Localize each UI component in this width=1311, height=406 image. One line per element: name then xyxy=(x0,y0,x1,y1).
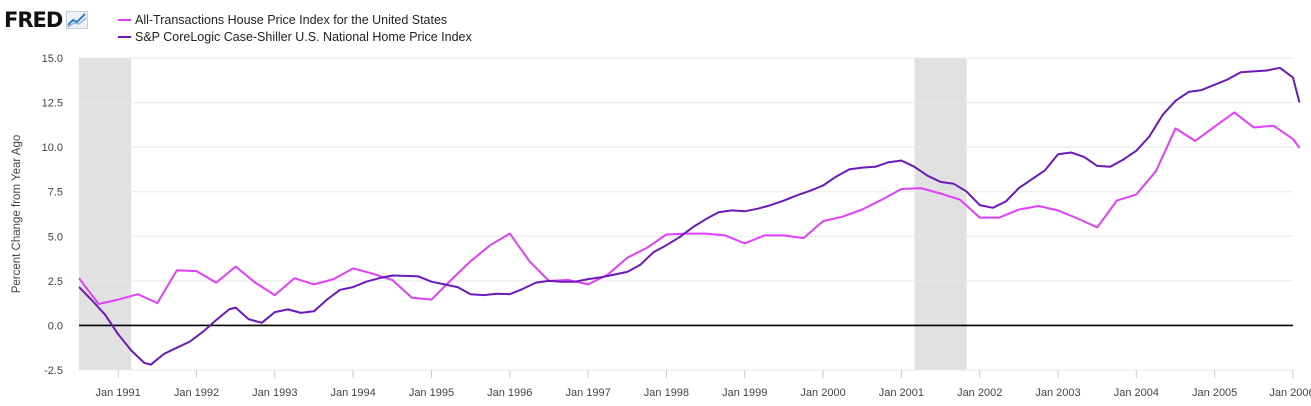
fred-logo[interactable]: FRED xyxy=(4,8,89,32)
y-tick-label: 10.0 xyxy=(42,142,63,154)
x-tick-label: Jan 1992 xyxy=(174,387,219,399)
x-tick-label: Jan 2005 xyxy=(1192,387,1237,399)
x-tick-label: Jan 2001 xyxy=(879,387,924,399)
legend-swatch-series-1 xyxy=(118,18,131,21)
x-tick-label: Jan 1996 xyxy=(487,387,532,399)
y-tick-label: -2.5 xyxy=(44,365,63,377)
y-tick-label: 12.5 xyxy=(42,98,63,110)
recession-bands xyxy=(79,58,967,370)
y-axis-label: Percent Change from Year Ago xyxy=(11,135,23,294)
x-tick-label: Jan 1991 xyxy=(96,387,141,399)
series-line-1[interactable] xyxy=(78,111,1301,305)
x-tick-label: Jan 2004 xyxy=(1114,387,1159,399)
y-tick-label: 2.5 xyxy=(48,276,63,288)
y-tick-label: 5.0 xyxy=(48,231,63,243)
legend-swatch-series-2 xyxy=(118,35,131,38)
recession-band xyxy=(79,58,132,370)
series-line-2[interactable] xyxy=(78,66,1301,366)
line-chart-icon xyxy=(66,11,89,29)
x-tick-label: Jan 1997 xyxy=(565,387,610,399)
x-tick-label: Jan 2006 xyxy=(1269,387,1311,399)
x-tick-label: Jan 2002 xyxy=(957,387,1002,399)
chart-header: FRED All-Transactions House Price Index … xyxy=(0,0,1311,46)
legend-label-series-2: S&P CoreLogic Case-Shiller U.S. National… xyxy=(135,29,472,44)
x-tick-label: Jan 1993 xyxy=(252,387,297,399)
x-tick-label: Jan 1995 xyxy=(409,387,454,399)
recession-band xyxy=(914,58,967,370)
gridlines xyxy=(79,57,1293,371)
x-tick-label: Jan 1998 xyxy=(644,387,689,399)
x-tick-label: Jan 1999 xyxy=(722,387,767,399)
x-tick-label: Jan 2003 xyxy=(1035,387,1080,399)
legend-item-series-2[interactable]: S&P CoreLogic Case-Shiller U.S. National… xyxy=(118,28,472,45)
y-tick-label: 15.0 xyxy=(42,53,63,65)
x-tick-label: Jan 2000 xyxy=(800,387,845,399)
logo-text: FRED xyxy=(4,8,63,32)
legend: All-Transactions House Price Index for t… xyxy=(118,11,472,45)
legend-item-series-1[interactable]: All-Transactions House Price Index for t… xyxy=(118,11,472,28)
x-tick-label: Jan 1994 xyxy=(330,387,375,399)
series-lines xyxy=(78,66,1301,366)
y-tick-label: 7.5 xyxy=(48,187,63,199)
y-axis-ticks: -2.5 0.0 2.5 5.0 7.5 10.0 12.5 15.0 xyxy=(42,53,63,377)
x-axis-ticks: Jan 1991 Jan 1992 Jan 1993 Jan 1994 Jan 1995… xyxy=(96,370,1311,399)
legend-label-series-1: All-Transactions House Price Index for t… xyxy=(135,12,448,27)
y-tick-label: 0.0 xyxy=(48,320,63,332)
